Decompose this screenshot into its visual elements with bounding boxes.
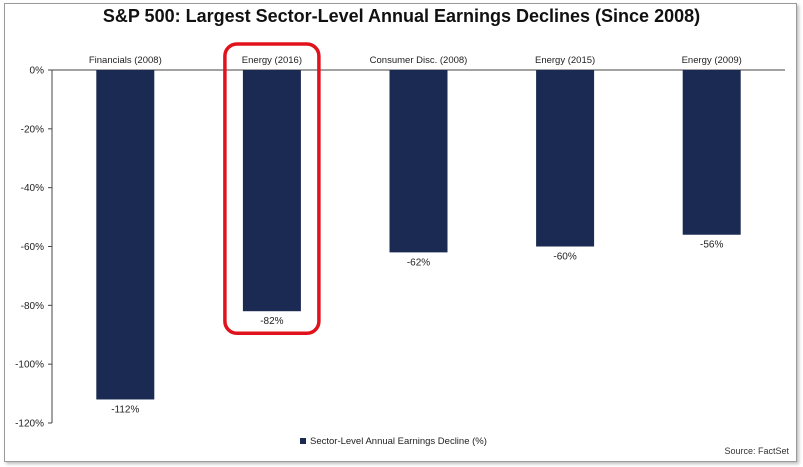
category-label: Energy (2016) <box>242 55 302 66</box>
y-tick-label: -80% <box>21 301 44 312</box>
bar-consumer-disc-2008 <box>389 70 448 253</box>
bar-energy-2016 <box>242 70 301 312</box>
source-note: Source: FactSet <box>724 446 789 456</box>
category-label: Consumer Disc. (2008) <box>370 55 468 66</box>
y-tick-label: -20% <box>21 124 44 135</box>
y-tick-label: 0% <box>30 66 45 77</box>
y-tick-label: -100% <box>15 360 44 371</box>
y-tick-label: -60% <box>21 242 44 253</box>
chart-legend: Sector-Level Annual Earnings Decline (%) <box>300 436 487 447</box>
data-label: -112% <box>111 404 139 415</box>
category-label: Energy (2015) <box>535 55 595 66</box>
category-label: Energy (2009) <box>682 55 742 66</box>
bar-energy-2015 <box>536 70 595 247</box>
data-label: -56% <box>700 240 723 251</box>
chart-title: S&P 500: Largest Sector-Level Annual Ear… <box>102 6 701 26</box>
data-label: -60% <box>553 252 576 263</box>
highlight-box <box>223 42 321 335</box>
y-tick-label: -120% <box>15 419 44 430</box>
category-label: Financials (2008) <box>89 55 162 66</box>
y-tick-label: -40% <box>21 183 44 194</box>
bar-financials-2008 <box>96 70 155 400</box>
data-label: -62% <box>407 257 430 268</box>
legend-label: Sector-Level Annual Earnings Decline (%) <box>310 436 487 447</box>
bar-energy-2009 <box>682 70 741 235</box>
data-label: -82% <box>260 316 283 327</box>
legend-swatch <box>300 438 306 445</box>
